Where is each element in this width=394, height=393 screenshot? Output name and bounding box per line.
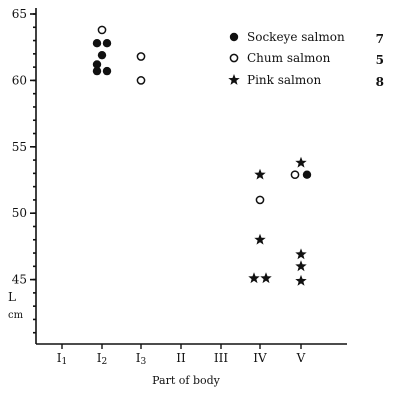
x-tick-label: I3 [136,351,147,367]
data-point [260,272,272,284]
legend-marker [229,32,239,42]
data-point [295,156,307,168]
y-tick-label: 60 [12,73,27,87]
y-axis-unit: cm [8,310,24,321]
data-marks [92,25,312,286]
y-tick-label: 65 [12,7,27,21]
legend-label: Sockeye salmon [247,30,345,44]
legend: Sockeye salmon 7 Chum salmon 5 Pink salmon 8 [228,30,384,89]
data-point [136,76,146,85]
legend-label: Chum salmon [247,51,331,65]
data-point [255,195,265,205]
legend-count: 7 [376,32,384,46]
data-point [290,170,300,180]
data-point [295,248,307,260]
x-tick-label: II [176,351,186,365]
axes [35,8,347,345]
data-point [92,39,102,48]
data-point [97,25,107,35]
x-axis-label: Part of body [152,374,221,387]
legend-count: 8 [376,75,384,89]
data-point [136,52,146,61]
data-point [92,60,102,69]
data-point [102,66,112,76]
y-tick-label: 55 [12,140,27,154]
y-tick-label: 45 [12,273,27,287]
data-point [102,39,112,48]
x-tick-label: V [296,351,306,365]
y-axis-label: L [8,290,16,304]
legend-count: 5 [376,53,384,67]
data-point [248,272,260,284]
data-point [295,274,307,286]
data-point [295,260,307,272]
x-tick-label: I2 [97,351,107,367]
x-tick-label: III [214,351,228,365]
x-tick-label: IV [253,351,267,365]
data-point [97,50,107,60]
data-point [254,168,266,180]
legend-marker [228,74,240,85]
legend-label: Pink salmon [247,73,321,87]
legend-marker [229,53,239,63]
x-tick-label: I1 [57,351,67,367]
data-point [302,170,312,179]
y-tick-label: 50 [12,206,27,220]
data-point [254,233,266,245]
data-point [92,66,102,76]
